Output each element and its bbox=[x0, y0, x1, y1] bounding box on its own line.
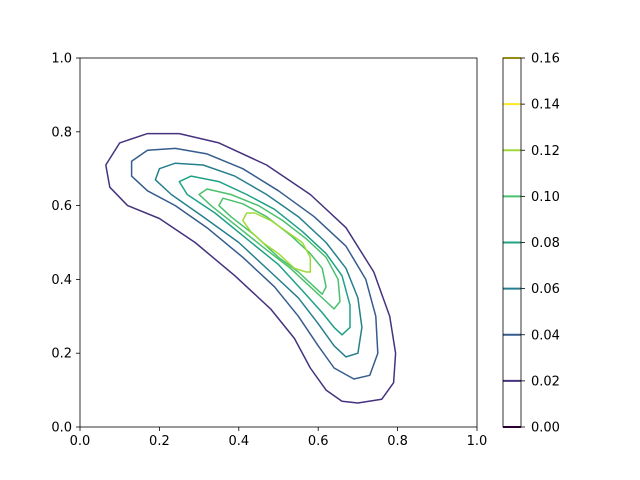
x-tick-label: 1.0 bbox=[467, 434, 488, 449]
contour-line-1 bbox=[130, 147, 379, 380]
x-axis: 0.0 0.2 0.4 0.6 0.8 1.0 bbox=[70, 427, 488, 449]
contour-line-4 bbox=[198, 188, 341, 310]
x-tick-label: 0.2 bbox=[149, 434, 170, 449]
colorbar-ticks: 0.00 0.02 0.04 0.06 0.08 0.10 0.12 0.14 0.16 bbox=[521, 52, 560, 436]
contour-layer bbox=[105, 132, 397, 404]
colorbar-tick-label: 0.12 bbox=[531, 144, 560, 159]
y-tick-label: 0.8 bbox=[51, 125, 72, 140]
contour-line-3 bbox=[178, 175, 351, 336]
y-tick-label: 0.4 bbox=[51, 273, 72, 288]
y-tick-label: 1.0 bbox=[51, 52, 72, 67]
plot-area: 0.0 0.2 0.4 0.6 0.8 1.0 0.0 0.2 0.4 0.6 0.8 1.0 bbox=[51, 52, 487, 450]
contour-line-2 bbox=[154, 162, 363, 358]
x-tick-label: 0.0 bbox=[70, 434, 91, 449]
x-tick-label: 0.4 bbox=[228, 434, 249, 449]
y-tick-label: 0.6 bbox=[51, 199, 72, 214]
y-tick-label: 0.0 bbox=[51, 421, 72, 436]
colorbar-tick-label: 0.00 bbox=[531, 421, 560, 436]
colorbar: 0.00 0.02 0.04 0.06 0.08 0.10 0.12 0.14 0.16 bbox=[502, 52, 560, 436]
colorbar-tick-label: 0.06 bbox=[531, 282, 560, 297]
colorbar-tick-label: 0.04 bbox=[531, 328, 560, 343]
contour-line-5 bbox=[218, 197, 327, 295]
colorbar-tick-label: 0.16 bbox=[531, 52, 560, 67]
colorbar-tick-label: 0.14 bbox=[531, 98, 560, 113]
colorbar-tick-label: 0.08 bbox=[531, 236, 560, 251]
contour-line-6 bbox=[242, 212, 312, 273]
contour-line-0 bbox=[105, 132, 397, 404]
colorbar-tick-label: 0.02 bbox=[531, 374, 560, 389]
x-tick-label: 0.6 bbox=[308, 434, 329, 449]
x-tick-label: 0.8 bbox=[387, 434, 408, 449]
colorbar-tick-label: 0.10 bbox=[531, 190, 560, 205]
axes-frame bbox=[79, 57, 478, 428]
y-axis: 0.0 0.2 0.4 0.6 0.8 1.0 bbox=[51, 52, 80, 436]
y-tick-label: 0.2 bbox=[51, 347, 72, 362]
